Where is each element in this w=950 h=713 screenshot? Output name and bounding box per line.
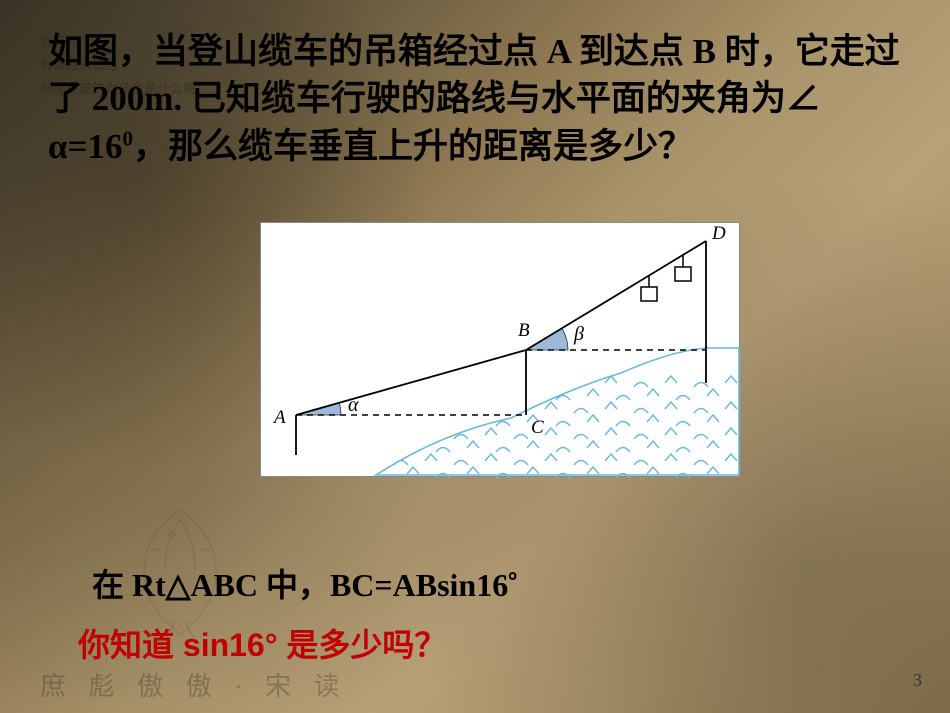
svg-text:β: β [573,323,584,345]
question-text: 如图，当登山缆车的吊箱经过点 A 到达点 B 时，它走过了 200m. 已知缆车… [48,28,910,170]
slide-number: 3 [913,670,922,691]
geometry-diagram: αβABCD [260,222,740,477]
question-suffix: ，那么缆车垂直上升的距离是多少？ [133,127,693,166]
svg-text:B: B [518,320,530,341]
bottom-calligraphy: 庶 彪 傲 傲 · 宋 读 [40,666,348,703]
degree-symbol: 。 [508,558,530,583]
svg-text:C: C [531,417,544,438]
diagram-svg: αβABCD [261,223,741,478]
answer-line-1: 在 Rt△ABC 中，BC=ABsin16。 [92,560,531,606]
svg-text:A: A [272,407,286,428]
answer-line-2: 你知道 sin16° 是多少吗？ [78,620,446,666]
svg-text:D: D [711,223,726,244]
answer1-text: 在 Rt△ABC 中，BC=ABsin16 [92,567,508,603]
degree-zero: 0 [122,126,133,150]
